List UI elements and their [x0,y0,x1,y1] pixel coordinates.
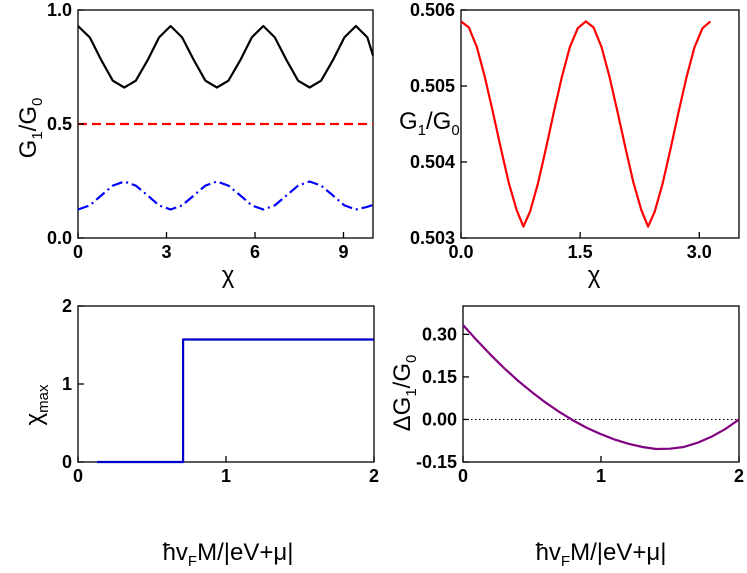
x-tick-label: 6 [250,242,260,262]
y-axis-label: ΔG1/G0 [389,355,420,432]
plot-area: 0 1 2 -0.15 0.00 0.15 0.30 [416,305,744,486]
panel-top-left: 0 3 6 9 0.0 0.5 1.0 χ G1/G0 [15,0,375,289]
y-axis-label: G1/G0 [399,108,460,139]
y-tick-label: 0.505 [410,76,455,96]
x-tick-label: 0 [458,466,468,486]
x-tick-label: 3 [161,242,171,262]
plot-area: 0 3 6 9 0.0 0.5 1.0 [47,0,375,262]
x-tick-label: 2 [369,466,379,486]
series-line-1 [97,338,374,464]
x-tick-label: 0.0 [448,242,473,262]
y-tick-label: 0 [62,452,72,472]
panel-bottom-right: 0 1 2 -0.15 0.00 0.15 0.30 ħvFM/|eV+μ| ΔG1/G0 [389,305,744,570]
x-tick-label: 2 [734,466,744,486]
y-tick-label: 0.30 [422,324,457,344]
series-line-3 [77,180,374,211]
y-axis-label: χmax [21,384,52,425]
plot-area: 0 1 2 0 1 2 [62,296,379,486]
plot-frame [462,305,740,463]
x-tick-label: 1 [221,466,231,486]
x-tick-label: 3.0 [687,242,712,262]
plot-area: 0.0 1.5 3.0 0.503 0.504 0.505 0.506 [410,0,740,262]
y-tick-label: 1.0 [47,0,72,20]
series-line-1 [77,24,375,89]
x-axis-label: ħvFM/|eV+μ| [163,539,294,570]
panel-top-right: 0.0 1.5 3.0 0.503 0.504 0.505 0.506 χ G1/G0 [399,0,740,289]
y-tick-label: 0.504 [410,152,455,172]
y-tick-label: 0.503 [410,228,455,248]
x-tick-label: 0 [73,466,83,486]
plot-frame [460,9,740,239]
x-tick-label: 0 [73,242,83,262]
plot-frame [77,305,375,463]
y-tick-label: -0.15 [416,452,457,472]
y-tick-label: 2 [62,296,72,316]
x-axis-label: χ [222,262,235,289]
y-tick-label: 0.0 [47,228,72,248]
x-tick-label: 1.5 [568,242,593,262]
x-axis-label: ħvFM/|eV+μ| [536,539,667,570]
series-line-1 [460,20,712,228]
y-axis-label: G1/G0 [15,98,46,159]
y-tick-label: 0.5 [47,114,72,134]
y-tick-label: 1 [62,374,72,394]
panel-bottom-left: 0 1 2 0 1 2 ħvFM/|eV+μ| χmax [21,296,379,570]
y-tick-label: 0.00 [422,409,457,429]
x-tick-label: 1 [596,466,606,486]
y-tick-label: 0.15 [422,367,457,387]
series-line-1 [462,324,740,451]
y-tick-label: 0.506 [410,0,455,20]
x-axis-label: χ [588,262,601,289]
x-tick-label: 9 [338,242,348,262]
